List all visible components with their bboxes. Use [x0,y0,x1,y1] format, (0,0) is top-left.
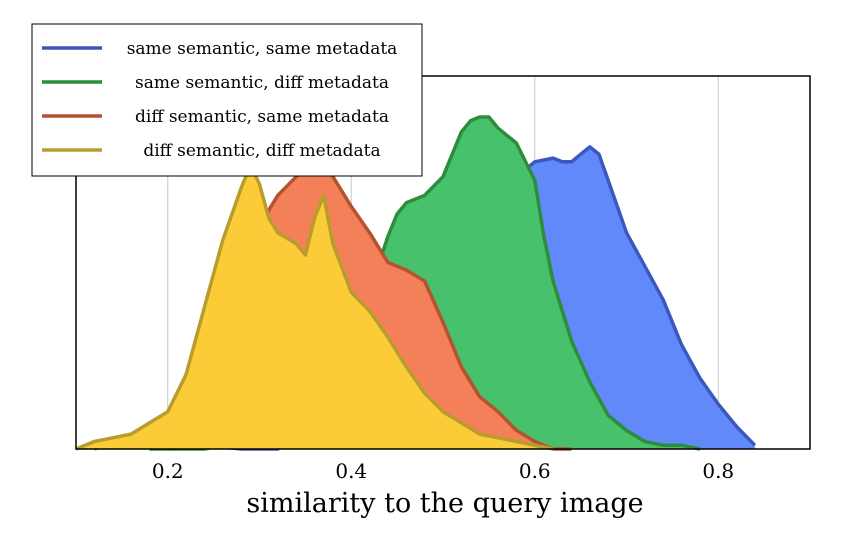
x-tick-label: 0.6 [519,459,551,483]
legend: same semantic, same metadata same semanti… [32,24,422,176]
x-tick-label: 0.4 [335,459,367,483]
x-tick-label: 0.2 [152,459,184,483]
x-tick-labels: 0.2 0.4 0.6 0.8 [152,459,734,483]
x-tick-label: 0.8 [702,459,734,483]
legend-label: diff semantic, diff metadata [143,141,380,161]
legend-label: diff semantic, same metadata [135,107,389,127]
x-axis-label: similarity to the query image [246,488,643,519]
legend-label: same semantic, diff metadata [135,73,389,93]
legend-label: same semantic, same metadata [127,39,398,59]
